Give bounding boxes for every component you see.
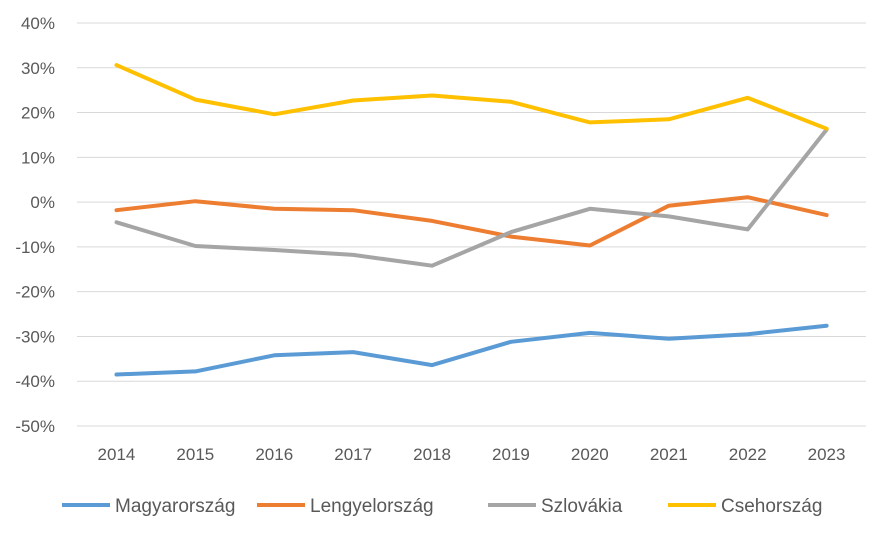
y-tick-label: -30%: [15, 327, 55, 346]
x-tick-label: 2017: [334, 445, 372, 464]
legend: Magyarország Lengyelország Szlovákia Csehor…: [62, 496, 822, 517]
x-axis-tick-labels: 2014 2015 2016 2017 2018 2019 2020 2021 2022 2023: [98, 445, 846, 464]
legend-item: Szlovákia: [488, 496, 623, 517]
series-lines: [114, 63, 829, 377]
x-tick-label: 2022: [729, 445, 767, 464]
y-axis-tick-labels: 40% 30% 20% 10% 0% -10% -20% -30% -40% -50%: [15, 14, 55, 436]
legend-label: Lengyelország: [310, 496, 434, 517]
y-tick-label: 0%: [30, 193, 55, 212]
y-tick-label: -20%: [15, 283, 55, 302]
x-tick-label: 2023: [808, 445, 846, 464]
x-tick-label: 2020: [571, 445, 609, 464]
series-line-1: [114, 195, 829, 248]
legend-label: Csehország: [721, 496, 822, 517]
x-tick-label: 2018: [413, 445, 451, 464]
y-tick-label: -50%: [15, 417, 55, 436]
series-line-0: [114, 323, 829, 377]
legend-item: Csehország: [668, 496, 822, 517]
legend-item: Magyarország: [62, 496, 235, 517]
legend-label: Magyarország: [115, 496, 235, 517]
x-tick-label: 2021: [650, 445, 688, 464]
x-tick-label: 2019: [492, 445, 530, 464]
y-tick-label: 40%: [21, 14, 55, 33]
legend-label: Szlovákia: [541, 496, 623, 517]
y-tick-label: -10%: [15, 238, 55, 257]
y-tick-label: 30%: [21, 59, 55, 78]
y-tick-label: 10%: [21, 148, 55, 167]
x-tick-label: 2015: [176, 445, 214, 464]
y-tick-label: 20%: [21, 104, 55, 123]
gridlines: [77, 22, 866, 427]
x-tick-label: 2014: [98, 445, 136, 464]
x-tick-label: 2016: [255, 445, 293, 464]
legend-item: Lengyelország: [257, 496, 434, 517]
series-line-2: [114, 127, 829, 268]
y-tick-label: -40%: [15, 372, 55, 391]
series-line-3: [114, 63, 829, 131]
